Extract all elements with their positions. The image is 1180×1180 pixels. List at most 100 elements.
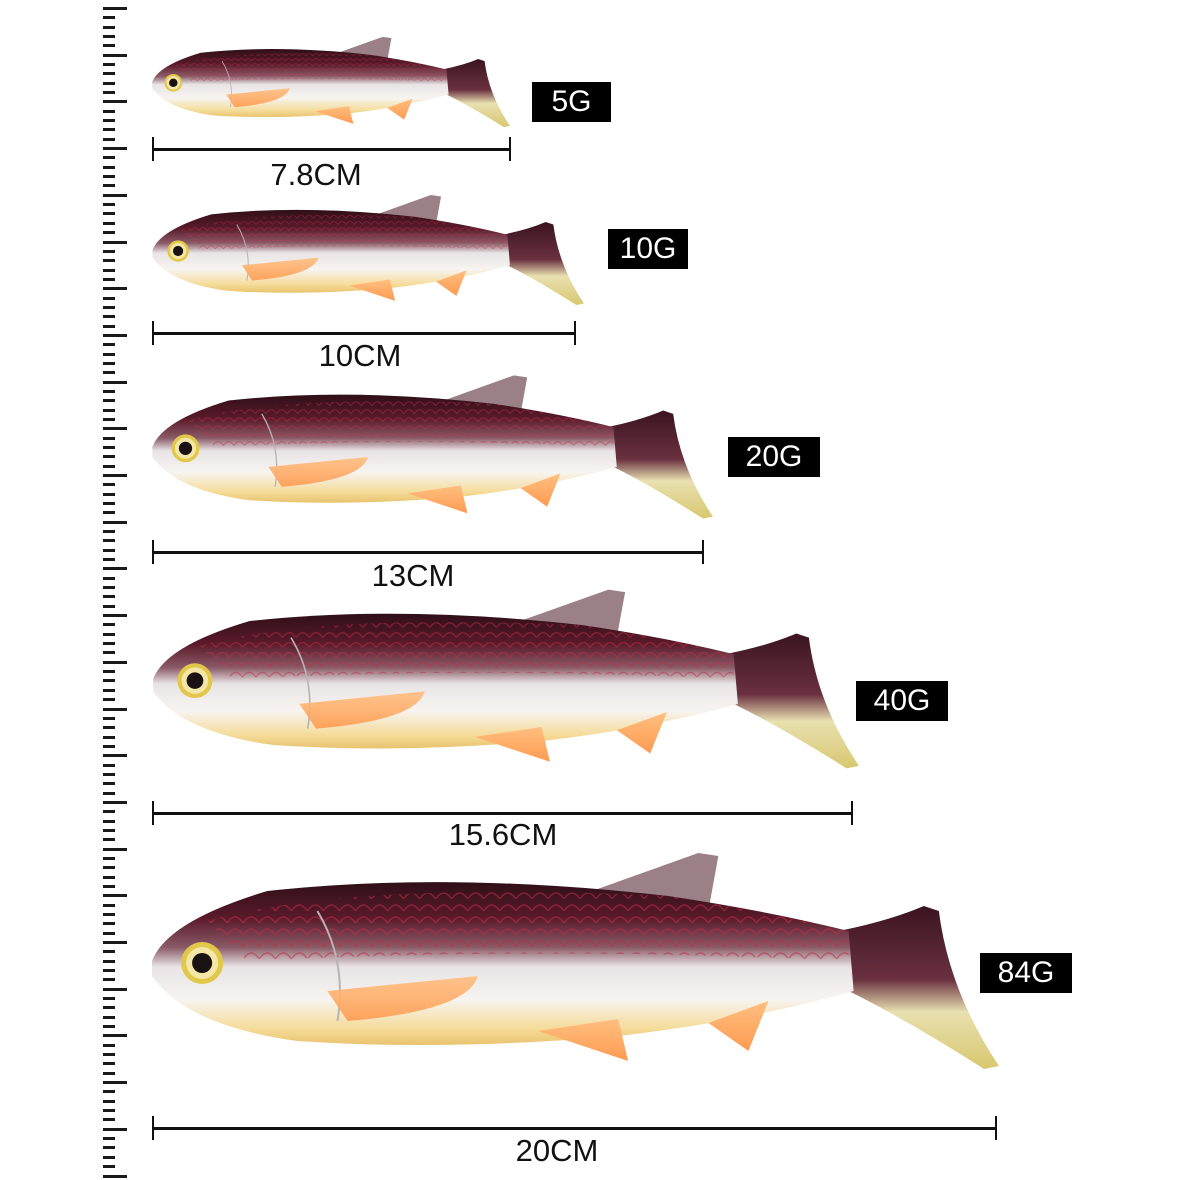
ruler-minor-tick <box>103 828 115 832</box>
ruler-minor-tick <box>103 651 115 655</box>
ruler-minor-tick <box>103 483 115 487</box>
ruler-minor-tick <box>103 586 115 590</box>
ruler-minor-tick <box>103 324 115 328</box>
ruler-minor-tick <box>103 688 115 692</box>
ruler-minor-tick <box>103 604 115 608</box>
ruler-major-tick <box>103 847 127 851</box>
dimension-end-tick <box>574 321 576 345</box>
ruler-minor-tick <box>103 492 115 496</box>
ruler-major-tick <box>103 7 127 10</box>
ruler-minor-tick <box>103 165 115 169</box>
ruler-minor-tick <box>103 445 115 449</box>
ruler-minor-tick <box>103 259 115 263</box>
ruler-minor-tick <box>103 231 115 235</box>
dimension-line <box>152 148 510 151</box>
ruler-minor-tick <box>103 221 115 225</box>
ruler-minor-tick <box>103 35 115 39</box>
ruler-minor-tick <box>103 838 115 842</box>
weight-label: 40G <box>856 681 948 721</box>
ruler-major-tick <box>103 1174 127 1178</box>
ruler-minor-tick <box>103 184 115 188</box>
ruler-minor-tick <box>103 698 115 702</box>
ruler-minor-tick <box>103 530 115 534</box>
ruler-major-tick <box>103 474 127 477</box>
ruler-minor-tick <box>103 1137 115 1141</box>
ruler-minor-tick <box>103 1155 115 1159</box>
ruler-minor-tick <box>103 277 115 281</box>
ruler-minor-tick <box>103 44 115 48</box>
ruler-minor-tick <box>103 119 115 123</box>
dimension-line <box>152 812 852 815</box>
ruler-minor-tick <box>103 156 115 160</box>
fish-lure-icon <box>151 374 714 520</box>
length-label: 7.8CM <box>270 157 362 192</box>
ruler-minor-tick <box>103 744 115 748</box>
ruler-minor-tick <box>103 716 115 720</box>
ruler-minor-tick <box>103 212 115 216</box>
ruler-minor-tick <box>103 632 115 636</box>
ruler-minor-tick <box>103 763 115 767</box>
ruler-minor-tick <box>103 249 115 253</box>
ruler-minor-tick <box>103 558 115 562</box>
ruler-minor-tick <box>103 352 115 356</box>
length-label: 15.6CM <box>448 817 558 852</box>
ruler-minor-tick <box>103 16 115 20</box>
ruler-minor-tick <box>103 1118 115 1122</box>
ruler-scale <box>100 0 130 1180</box>
ruler-minor-tick <box>103 1146 115 1150</box>
ruler-major-tick <box>103 333 127 337</box>
ruler-minor-tick <box>103 997 115 1001</box>
ruler-major-tick <box>103 800 127 804</box>
ruler-major-tick <box>103 567 127 571</box>
ruler-minor-tick <box>103 548 115 552</box>
ruler-minor-tick <box>103 25 115 29</box>
ruler-minor-tick <box>103 63 115 67</box>
dimension-end-tick <box>995 1116 997 1140</box>
ruler-minor-tick <box>103 371 115 375</box>
ruler-minor-tick <box>103 464 115 468</box>
ruler-minor-tick <box>103 1071 115 1075</box>
ruler-minor-tick <box>103 959 115 963</box>
ruler-minor-tick <box>103 72 115 76</box>
length-label: 20CM <box>515 1133 599 1168</box>
ruler-major-tick <box>103 1081 127 1085</box>
ruler-major-tick <box>103 380 127 384</box>
dimension-line <box>152 1127 996 1130</box>
dimension-line <box>152 332 575 335</box>
dimension-line <box>152 551 703 554</box>
ruler-minor-tick <box>103 595 115 599</box>
dimension-end-tick <box>509 137 511 161</box>
ruler-major-tick <box>103 754 127 758</box>
ruler-minor-tick <box>103 305 115 309</box>
ruler-minor-tick <box>103 978 115 982</box>
ruler-minor-tick <box>103 931 115 935</box>
ruler-minor-tick <box>103 969 115 973</box>
ruler-minor-tick <box>103 389 115 393</box>
fish-lure-icon <box>151 851 1001 1071</box>
ruler-minor-tick <box>103 642 115 646</box>
ruler-minor-tick <box>103 1025 115 1029</box>
ruler-minor-tick <box>103 1109 115 1113</box>
ruler-minor-tick <box>103 810 115 814</box>
ruler-minor-tick <box>103 502 115 506</box>
ruler-minor-tick <box>103 417 115 421</box>
ruler-minor-tick <box>103 399 115 403</box>
ruler-minor-tick <box>103 296 115 300</box>
ruler-minor-tick <box>103 1090 115 1094</box>
dimension-end-tick <box>851 801 853 825</box>
ruler-major-tick <box>103 53 127 57</box>
ruler-major-tick <box>103 287 127 291</box>
ruler-minor-tick <box>103 1043 115 1047</box>
ruler-minor-tick <box>103 408 115 412</box>
ruler-minor-tick <box>103 203 115 207</box>
ruler-minor-tick <box>103 856 115 860</box>
fish-lure-icon <box>151 36 511 128</box>
ruler-minor-tick <box>103 1006 115 1010</box>
ruler-minor-tick <box>103 670 115 674</box>
ruler-minor-tick <box>103 866 115 870</box>
ruler-major-tick <box>103 147 127 151</box>
ruler-minor-tick <box>103 436 115 440</box>
ruler-minor-tick <box>103 903 115 907</box>
ruler-minor-tick <box>103 875 115 879</box>
ruler-minor-tick <box>103 175 115 179</box>
